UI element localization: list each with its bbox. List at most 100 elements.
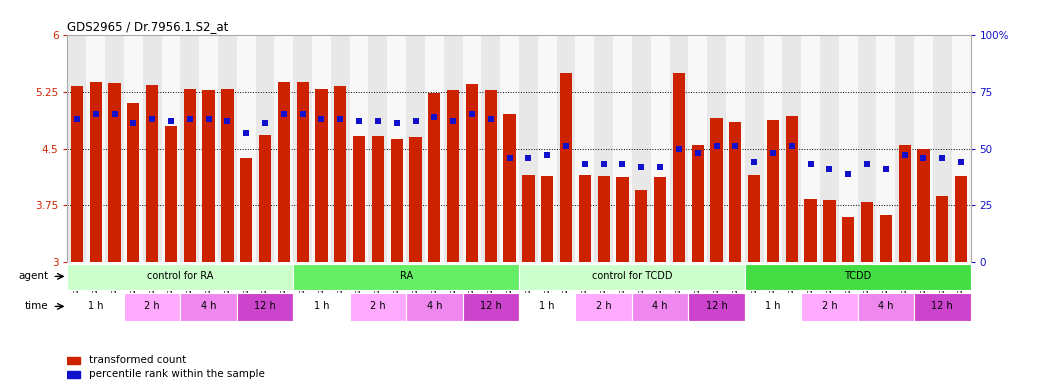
Bar (334, 86, 347, 263)
Point (539, 152, 555, 159)
Bar (184, 89, 196, 263)
Point (708, 143, 725, 149)
Bar (67, 293, 124, 321)
Point (520, 155, 537, 161)
Point (765, 150, 782, 156)
Bar (861, 202, 873, 263)
Point (370, 118, 386, 124)
Bar (463, 35, 482, 263)
Bar (839, 35, 857, 263)
Bar (128, 103, 139, 263)
Point (483, 116, 499, 122)
Point (821, 166, 838, 172)
Bar (745, 264, 971, 290)
Bar (857, 35, 876, 263)
Bar (632, 35, 651, 263)
Point (87, 111, 104, 118)
Point (238, 129, 254, 136)
Bar (425, 35, 444, 263)
Bar (142, 35, 162, 263)
Point (746, 159, 763, 165)
Point (557, 143, 574, 149)
Point (840, 170, 856, 177)
Bar (258, 135, 271, 263)
Text: TCDD: TCDD (844, 271, 871, 281)
Bar (936, 195, 949, 263)
Text: control for RA: control for RA (147, 271, 214, 281)
Bar (519, 35, 538, 263)
Bar (503, 114, 516, 263)
Bar (278, 83, 290, 263)
Bar (670, 35, 688, 263)
Bar (748, 175, 760, 263)
Bar (617, 177, 629, 263)
Text: RA: RA (400, 271, 413, 281)
Point (652, 164, 668, 170)
Point (182, 116, 198, 122)
Bar (293, 293, 350, 321)
Bar (801, 293, 857, 321)
Point (256, 120, 273, 126)
Bar (350, 35, 368, 263)
Bar (876, 35, 895, 263)
Bar (485, 90, 497, 263)
Point (727, 143, 743, 149)
Bar (575, 35, 594, 263)
Bar (237, 35, 255, 263)
Bar (842, 217, 854, 263)
Bar (255, 35, 274, 263)
Bar (519, 264, 745, 290)
Bar (202, 90, 215, 263)
Bar (895, 35, 914, 263)
Text: 12 h: 12 h (931, 301, 953, 311)
Text: 1 h: 1 h (88, 301, 104, 311)
Point (275, 111, 292, 118)
Bar (594, 35, 613, 263)
Point (351, 118, 367, 124)
Bar (880, 215, 892, 263)
Point (163, 118, 180, 124)
Bar (124, 293, 181, 321)
Bar (409, 137, 421, 263)
Bar (804, 199, 817, 263)
Point (953, 159, 969, 165)
Bar (730, 122, 741, 263)
Bar (67, 264, 294, 290)
Bar (86, 35, 105, 263)
Point (69, 116, 85, 122)
Point (313, 116, 330, 122)
Bar (538, 35, 556, 263)
Text: 12 h: 12 h (480, 301, 501, 311)
Bar (293, 35, 312, 263)
Bar (519, 293, 575, 321)
Bar (522, 175, 535, 263)
Text: 1 h: 1 h (540, 301, 555, 311)
Point (576, 161, 593, 167)
Point (633, 164, 650, 170)
Bar (105, 35, 124, 263)
Bar (482, 35, 500, 263)
Bar (237, 293, 294, 321)
Point (614, 161, 631, 167)
Text: 2 h: 2 h (596, 301, 611, 311)
Bar (955, 176, 967, 263)
Bar (293, 264, 519, 290)
Bar (857, 293, 914, 321)
Bar (165, 126, 177, 263)
Bar (556, 35, 575, 263)
Bar (914, 293, 971, 321)
Bar (559, 73, 572, 263)
Bar (67, 35, 86, 263)
Bar (691, 145, 704, 263)
Bar (108, 83, 120, 263)
Bar (372, 136, 384, 263)
Bar (918, 149, 930, 263)
Bar (726, 35, 745, 263)
Point (295, 111, 311, 118)
Text: 2 h: 2 h (371, 301, 386, 311)
Bar (764, 35, 783, 263)
Text: 4 h: 4 h (878, 301, 894, 311)
Bar (635, 190, 648, 263)
Bar (124, 35, 142, 263)
Point (784, 143, 800, 149)
